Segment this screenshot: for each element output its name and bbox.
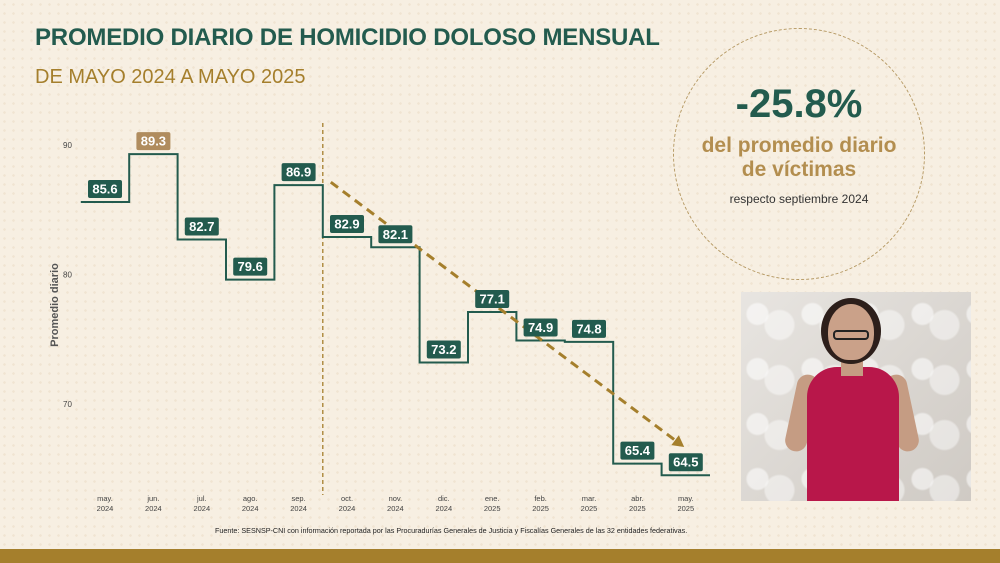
- data-label-bg: [330, 214, 364, 233]
- sign-language-interpreter-video: [741, 292, 971, 501]
- data-label: 74.8: [576, 321, 601, 336]
- x-tick-label: may.: [678, 494, 694, 503]
- data-label-bg: [668, 453, 703, 472]
- highlight-line-1: del promedio diario: [701, 134, 897, 157]
- trend-arrow-head: [671, 435, 685, 448]
- data-label: 82.1: [383, 227, 408, 242]
- source-note: Fuente: SESNSP-CNI con información repor…: [215, 526, 688, 535]
- bottom-bar: [0, 549, 1000, 563]
- x-tick-year: 2025: [677, 504, 694, 513]
- x-tick-year: 2024: [387, 504, 404, 513]
- data-label-bg: [281, 163, 316, 182]
- data-label-bg: [620, 441, 655, 460]
- highlight-callout: -25.8% del promedio diario de víctimas r…: [673, 28, 925, 280]
- x-tick-year: 2024: [193, 504, 210, 513]
- x-tick-year: 2024: [339, 504, 356, 513]
- x-tick-label: may.: [97, 494, 113, 503]
- x-tick-label: mar.: [582, 494, 597, 503]
- x-tick-label: feb.: [534, 494, 547, 503]
- percent-change: -25.8%: [735, 82, 863, 126]
- x-tick-label: abr.: [631, 494, 644, 503]
- x-tick-year: 2024: [290, 504, 307, 513]
- x-tick-year: 2024: [242, 504, 259, 513]
- data-label: 77.1: [480, 292, 505, 307]
- y-tick-label: 70: [63, 400, 72, 409]
- data-label: 79.6: [238, 259, 263, 274]
- chart-title: PROMEDIO DIARIO DE HOMICIDIO DOLOSO MENS…: [35, 24, 660, 51]
- data-label: 89.3: [141, 134, 166, 149]
- x-tick-year: 2024: [97, 504, 114, 513]
- x-tick-label: oct.: [341, 494, 353, 503]
- y-axis-label: Promedio diario: [49, 263, 61, 347]
- x-tick-year: 2025: [581, 504, 598, 513]
- trend-arrow-line: [329, 180, 679, 444]
- data-label-bg: [233, 257, 268, 276]
- data-label-bg: [88, 179, 122, 198]
- data-label: 64.5: [673, 455, 698, 470]
- y-tick-label: 80: [63, 271, 72, 280]
- x-tick-label: ago.: [243, 494, 258, 503]
- x-tick-label: dic.: [438, 494, 450, 503]
- data-label: 65.4: [625, 443, 651, 458]
- x-tick-label: sep.: [292, 494, 306, 503]
- data-label-bg: [523, 318, 558, 337]
- glasses-icon: [833, 330, 869, 340]
- x-tick-year: 2024: [145, 504, 162, 513]
- chart-subtitle: DE MAYO 2024 A MAYO 2025: [35, 66, 306, 88]
- highlight-reference: respecto septiembre 2024: [729, 192, 869, 207]
- data-label-bg: [184, 217, 219, 236]
- series-line: [80, 153, 710, 477]
- x-tick-label: jul.: [196, 494, 207, 503]
- data-label: 82.7: [189, 219, 214, 234]
- data-label-bg: [378, 225, 413, 244]
- data-label: 85.6: [92, 181, 117, 196]
- data-label: 74.9: [528, 320, 553, 335]
- data-label: 82.9: [334, 216, 359, 231]
- x-tick-year: 2025: [484, 504, 501, 513]
- data-label: 73.2: [431, 342, 456, 357]
- x-tick-label: jun.: [146, 494, 159, 503]
- y-tick-label: 90: [63, 141, 72, 150]
- x-tick-year: 2025: [629, 504, 646, 513]
- data-label-bg: [426, 340, 461, 359]
- x-tick-year: 2025: [532, 504, 549, 513]
- x-tick-label: nov.: [389, 494, 403, 503]
- data-label-bg: [572, 319, 606, 338]
- data-label: 86.9: [286, 165, 311, 180]
- highlight-line-2: de víctimas: [741, 158, 857, 182]
- interpreter-body: [807, 367, 899, 501]
- x-tick-label: ene.: [485, 494, 500, 503]
- data-label-bg: [475, 290, 510, 309]
- data-label-bg: [136, 132, 171, 151]
- x-tick-year: 2024: [435, 504, 452, 513]
